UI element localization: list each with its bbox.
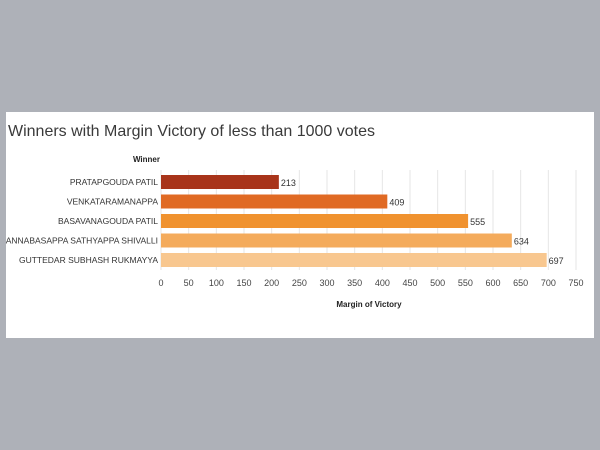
category-label: CHANNABASAPPA SATHYAPPA SHIVALLI	[6, 236, 158, 246]
bar	[161, 214, 469, 228]
bar-chart: Winners with Margin Victory of less than…	[6, 123, 584, 309]
bar	[161, 233, 512, 248]
x-axis-title: Margin of Victory	[336, 300, 402, 309]
x-tick-label: 0	[158, 278, 163, 288]
x-tick-label: 750	[568, 278, 583, 288]
bar-value-label: 634	[514, 237, 529, 247]
x-tick-label: 650	[513, 278, 528, 288]
chart-title: Winners with Margin Victory of less than…	[8, 123, 375, 140]
x-tick-label: 200	[264, 278, 279, 288]
category-label: VENKATARAMANAPPA	[67, 197, 158, 207]
x-tick-label: 50	[184, 278, 194, 288]
x-tick-label: 550	[458, 278, 473, 288]
bar-value-label: 555	[470, 217, 485, 227]
category-label: GUTTEDAR SUBHASH RUKMAYYA	[19, 255, 158, 265]
x-tick-label: 450	[402, 278, 417, 288]
x-tick-label: 100	[209, 278, 224, 288]
category-label: PRATAPGOUDA PATIL	[70, 177, 158, 187]
category-label: BASAVANAGOUDA PATIL	[58, 216, 158, 226]
bar	[161, 194, 388, 209]
bar	[161, 175, 279, 189]
category-header: Winner	[133, 155, 160, 164]
bar-value-label: 409	[389, 198, 404, 208]
x-tick-label: 500	[430, 278, 445, 288]
x-tick-label: 250	[292, 278, 307, 288]
bar-value-label: 697	[549, 256, 564, 266]
x-tick-label: 700	[541, 278, 556, 288]
x-tick-label: 400	[375, 278, 390, 288]
bar-value-label: 213	[281, 178, 296, 188]
x-tick-label: 350	[347, 278, 362, 288]
x-tick-label: 150	[236, 278, 251, 288]
x-tick-label: 300	[319, 278, 334, 288]
bar	[161, 253, 547, 267]
chart-card: Winners with Margin Victory of less than…	[6, 112, 594, 338]
x-tick-label: 600	[485, 278, 500, 288]
